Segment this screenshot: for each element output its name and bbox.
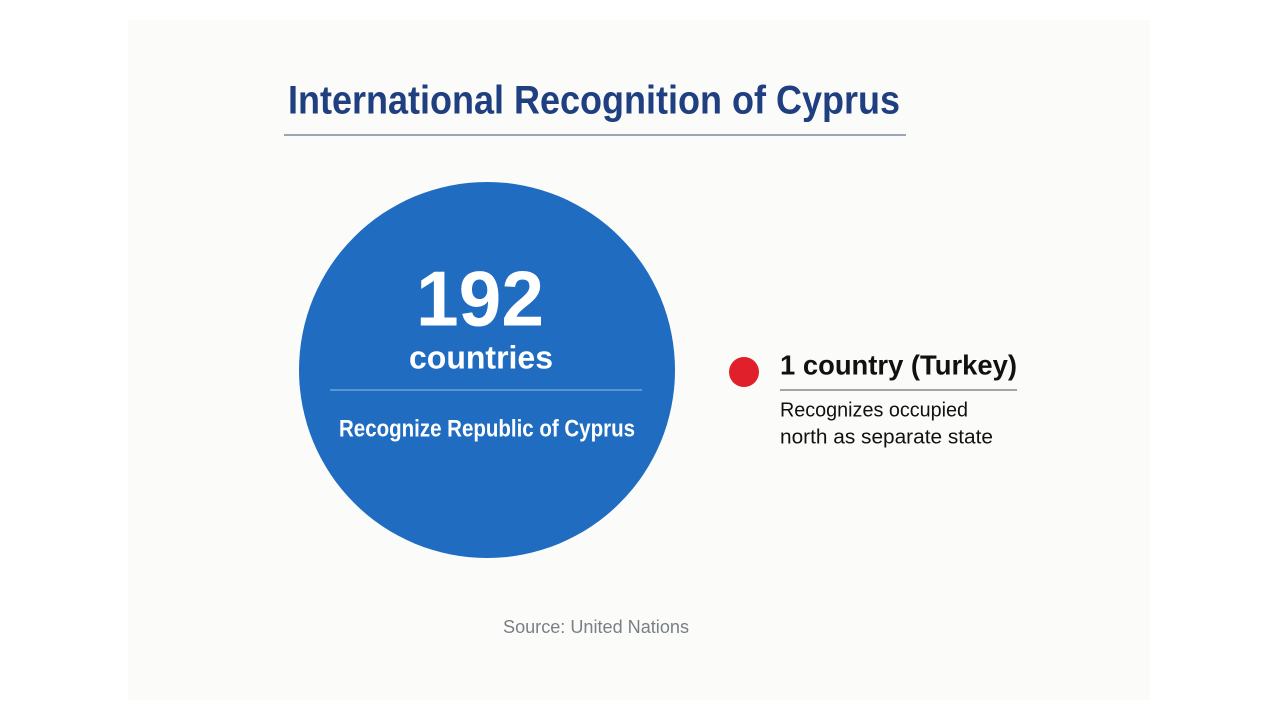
- main-circle: [299, 182, 675, 558]
- source: Source: United Nations: [503, 617, 689, 637]
- other-description: Recognizes occupied: [780, 399, 968, 421]
- other-heading: 1 country (Turkey): [780, 349, 1017, 380]
- main-number: 192: [416, 255, 544, 343]
- other-description: north as separate state: [780, 426, 993, 448]
- main-label: Recognize Republic of Cyprus: [339, 415, 635, 442]
- other-dot: [729, 357, 759, 387]
- title: International Recognition of Cyprus: [288, 79, 900, 123]
- main-unit: countries: [409, 339, 553, 375]
